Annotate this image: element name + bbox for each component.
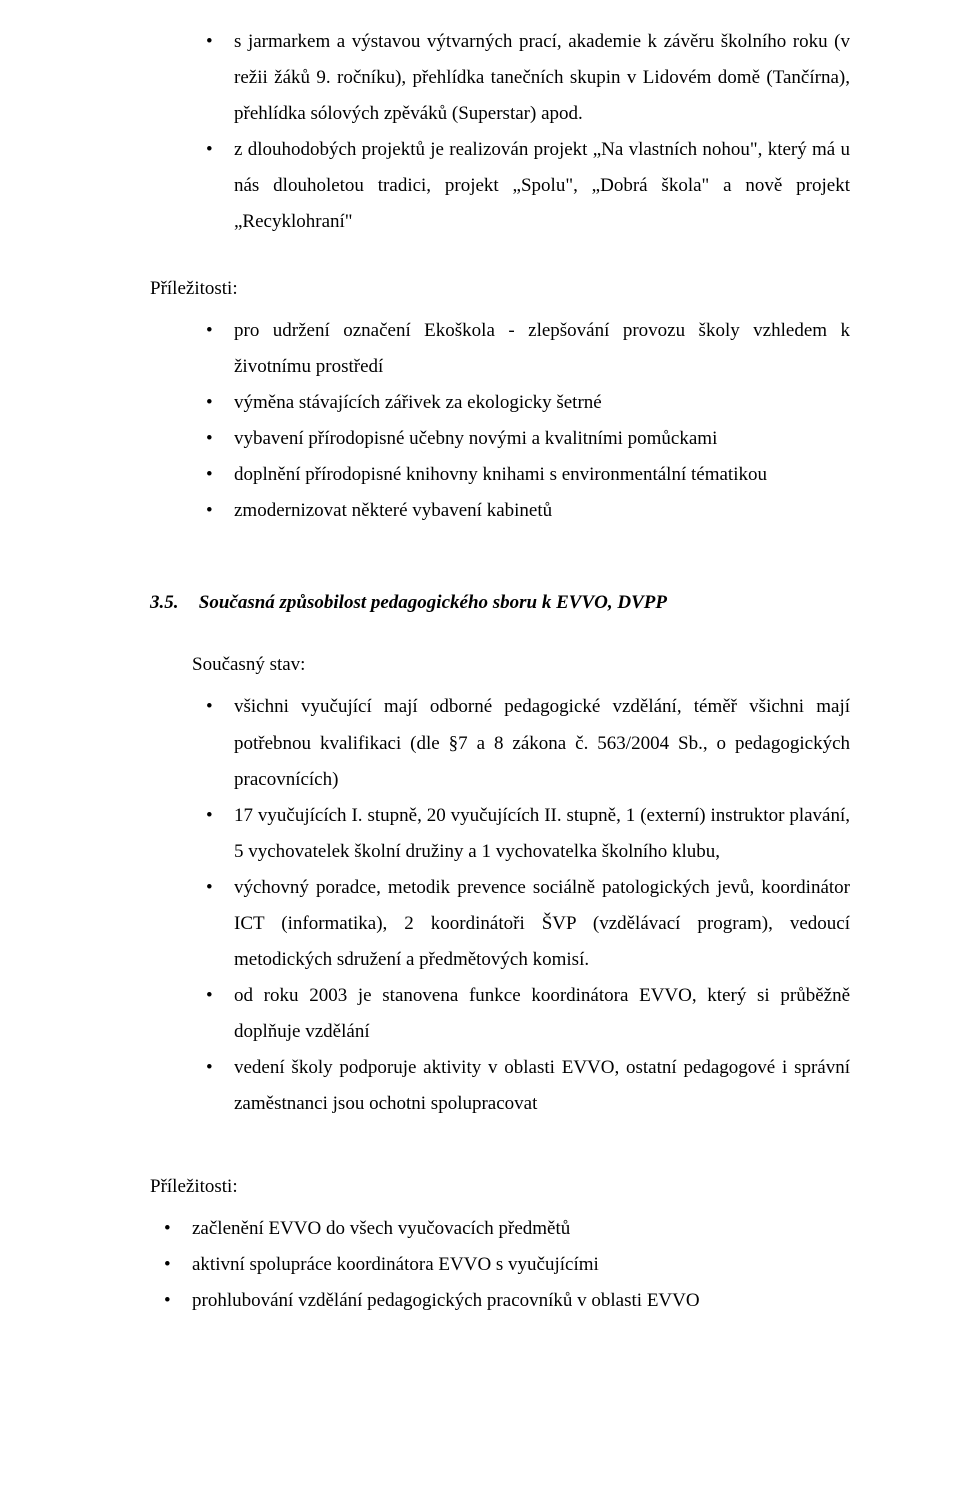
list-item: výměna stávajících zářivek za ekologicky… bbox=[192, 385, 850, 421]
current-state-label: Současný stav: bbox=[192, 647, 850, 683]
list-item: s jarmarkem a výstavou výtvarných prací,… bbox=[192, 24, 850, 132]
list-item: doplnění přírodopisné knihovny knihami s… bbox=[192, 457, 850, 493]
list-item: výchovný poradce, metodik prevence sociá… bbox=[192, 870, 850, 978]
opportunities-label: Příležitosti: bbox=[150, 271, 850, 307]
list-item: z dlouhodobých projektů je realizován pr… bbox=[192, 132, 850, 240]
list-item: 17 vyučujících I. stupně, 20 vyučujících… bbox=[192, 798, 850, 870]
list-item: pro udržení označení Ekoškola - zlepšová… bbox=[192, 313, 850, 385]
list-item: aktivní spolupráce koordinátora EVVO s v… bbox=[150, 1247, 850, 1283]
opportunities-label-2: Příležitosti: bbox=[150, 1169, 850, 1205]
opportunities-list-1: pro udržení označení Ekoškola - zlepšová… bbox=[192, 313, 850, 530]
document-page: s jarmarkem a výstavou výtvarných prací,… bbox=[0, 0, 960, 1487]
list-item: od roku 2003 je stanovena funkce koordin… bbox=[192, 978, 850, 1050]
list-item: prohlubování vzdělání pedagogických prac… bbox=[150, 1283, 850, 1319]
list-item: vybavení přírodopisné učebny novými a kv… bbox=[192, 421, 850, 457]
list-item: zmodernizovat některé vybavení kabinetů bbox=[192, 493, 850, 529]
section-heading: 3.5. Současná způsobilost pedagogického … bbox=[150, 585, 850, 621]
list-item: vedení školy podporuje aktivity v oblast… bbox=[192, 1050, 850, 1122]
opportunities-list-2: začlenění EVVO do všech vyučovacích před… bbox=[150, 1211, 850, 1319]
section-number: 3.5. bbox=[150, 585, 194, 621]
list-item: všichni vyučující mají odborné pedagogic… bbox=[192, 689, 850, 797]
section-title: Současná způsobilost pedagogického sboru… bbox=[199, 592, 667, 613]
current-state-list: všichni vyučující mají odborné pedagogic… bbox=[192, 689, 850, 1122]
top-bullet-list: s jarmarkem a výstavou výtvarných prací,… bbox=[192, 24, 850, 241]
list-item: začlenění EVVO do všech vyučovacích před… bbox=[150, 1211, 850, 1247]
